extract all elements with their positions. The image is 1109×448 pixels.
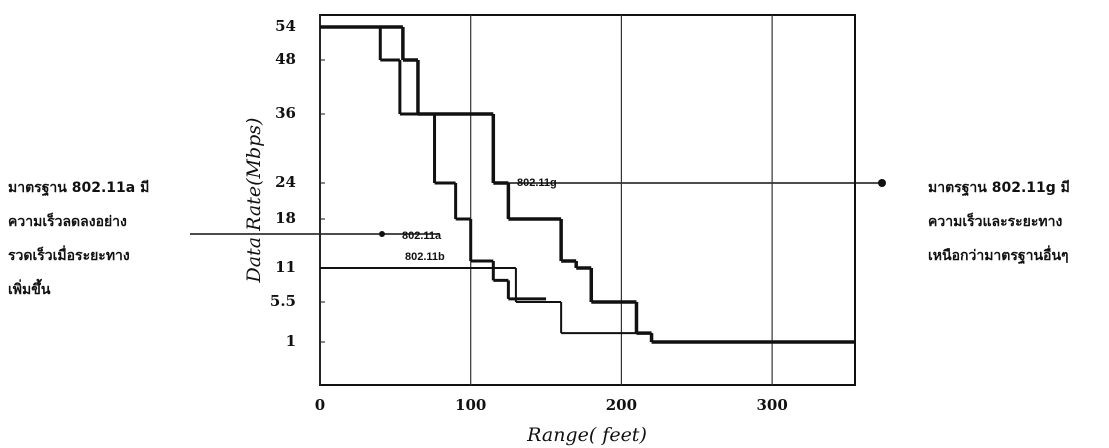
y-tick-label: 54 — [275, 17, 296, 35]
x-tick-label: 200 — [606, 396, 637, 414]
plot-area — [319, 14, 856, 386]
x-tick-label: 100 — [455, 396, 486, 414]
y-tick-label: 1 — [286, 332, 296, 350]
x-tick-label: 0 — [315, 396, 325, 414]
annotation-dot — [379, 231, 385, 237]
y-tick-label: 36 — [275, 104, 296, 122]
series-label: 802.11g — [517, 177, 557, 189]
annotation-text: มาตรฐาน 802.11a มี — [8, 180, 149, 197]
x-tick-label: 300 — [756, 396, 787, 414]
annotation-dot — [878, 179, 886, 187]
y-tick-label: 48 — [275, 50, 296, 68]
x-axis-label: Range( feet) — [526, 424, 647, 446]
y-tick-label: 11 — [275, 258, 296, 276]
series-label: 802.11a — [402, 230, 442, 242]
y-tick-label: 24 — [275, 173, 296, 191]
y-tick-label: 18 — [275, 209, 296, 227]
y-axis-label: Data Rate(Mbps) — [243, 118, 265, 284]
series-label: 802.11b — [405, 251, 445, 263]
annotation-text: มาตรฐาน 802.11g มี — [928, 180, 1070, 197]
y-tick-label: 5.5 — [270, 292, 296, 310]
annotation-text: เพิ่มขึ้น — [8, 278, 51, 298]
annotation-text: รวดเร็วเมื่อระยะทาง — [8, 245, 130, 264]
annotation-text: เหนือกว่ามาตรฐานอื่นๆ — [928, 245, 1069, 265]
annotation-text: ความเร็วและระยะทาง — [928, 212, 1062, 230]
annotation-text: ความเร็วลดลงอย่าง — [8, 212, 127, 230]
